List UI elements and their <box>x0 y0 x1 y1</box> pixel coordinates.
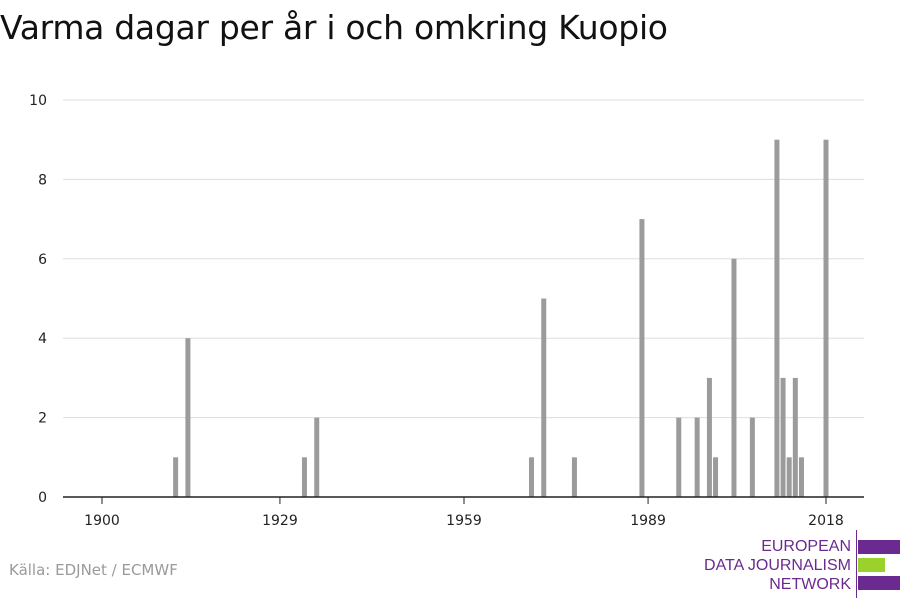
logo-bar-middle <box>858 558 885 572</box>
bar <box>823 139 829 497</box>
x-tick-label: 2018 <box>808 513 844 529</box>
bar <box>694 417 700 497</box>
logo-bar-top <box>858 540 900 554</box>
chart-title: Varma dagar per år i och omkring Kuopio <box>0 8 668 47</box>
bars <box>173 139 829 497</box>
bar <box>713 457 719 497</box>
bar <box>541 298 547 497</box>
y-tick-label: 6 <box>38 252 47 268</box>
bar <box>173 457 179 497</box>
bar <box>676 417 682 497</box>
bar <box>185 338 191 497</box>
logo-divider <box>856 530 857 598</box>
bar <box>774 139 780 497</box>
bar <box>314 417 320 497</box>
logo-line-1: EUROPEAN <box>761 538 851 555</box>
y-tick-label: 0 <box>38 490 47 506</box>
y-tick-label: 2 <box>38 411 47 427</box>
bar <box>731 258 737 497</box>
logo-bar-bottom <box>858 576 900 590</box>
bar <box>798 457 804 497</box>
x-axis <box>63 496 864 504</box>
bar <box>749 417 755 497</box>
x-tick-label: 1900 <box>84 513 120 529</box>
x-tick-label: 1989 <box>630 513 666 529</box>
source-note: Källa: EDJNet / ECMWF <box>9 561 178 579</box>
logo-line-3: NETWORK <box>769 576 851 593</box>
edjnet-logo: EUROPEAN DATA JOURNALISM NETWORK <box>700 530 900 598</box>
logo-line-2: DATA JOURNALISM <box>704 557 851 574</box>
y-axis-tick-labels: 0 2 4 6 8 10 <box>29 93 47 506</box>
x-axis-tick-labels: 1900 1929 1959 1989 2018 <box>84 513 844 529</box>
bar <box>301 457 307 497</box>
bar <box>639 219 645 497</box>
bar <box>780 377 786 497</box>
bar <box>792 377 798 497</box>
bar <box>571 457 577 497</box>
y-tick-label: 8 <box>38 172 47 188</box>
x-tick-label: 1959 <box>446 513 482 529</box>
bar <box>528 457 534 497</box>
bar <box>706 377 712 497</box>
x-tick-label: 1929 <box>262 513 298 529</box>
y-tick-label: 4 <box>38 331 47 347</box>
grid-lines <box>63 99 864 419</box>
y-tick-label: 10 <box>29 93 47 109</box>
bar <box>786 457 792 497</box>
